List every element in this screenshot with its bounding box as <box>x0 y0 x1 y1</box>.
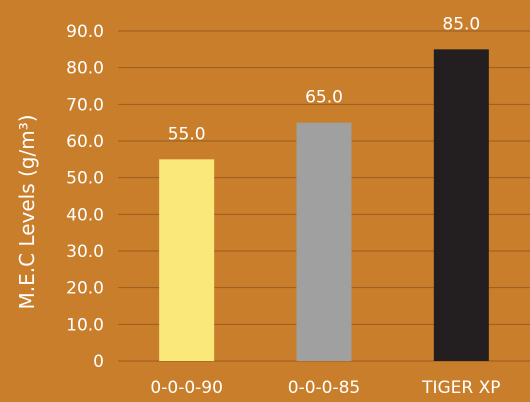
x-axis-labels: 0-0-0-90 0-0-0-85 TIGER XP <box>150 378 500 398</box>
y-axis-title: M.E.C Levels (g/m³) <box>15 114 39 309</box>
y-tick-label: 70.0 <box>66 95 104 115</box>
y-tick-label: 50.0 <box>66 169 104 189</box>
x-category-label: 0-0-0-90 <box>150 378 222 398</box>
bar <box>159 159 215 361</box>
y-tick-label: 40.0 <box>66 205 104 225</box>
data-label: 55.0 <box>168 124 206 144</box>
y-tick-label: 90.0 <box>66 22 104 42</box>
y-tick-label: 0 <box>93 352 104 372</box>
y-tick-label: 30.0 <box>66 242 104 262</box>
bar <box>433 49 489 361</box>
data-label: 65.0 <box>305 88 343 108</box>
x-category-label: 0-0-0-85 <box>288 378 360 398</box>
x-category-label: TIGER XP <box>421 378 500 398</box>
data-label: 85.0 <box>442 14 480 34</box>
y-tick-label: 20.0 <box>66 279 104 299</box>
bar <box>296 122 352 362</box>
y-axis-ticks: 0 10.0 20.0 30.0 40.0 50.0 60.0 70.0 80.0 90.0 <box>66 22 104 372</box>
y-tick-label: 80.0 <box>66 59 104 79</box>
bars <box>159 49 489 362</box>
data-labels: 55.0 65.0 85.0 <box>168 14 481 144</box>
y-tick-label: 10.0 <box>66 315 104 335</box>
y-tick-label: 60.0 <box>66 132 104 152</box>
